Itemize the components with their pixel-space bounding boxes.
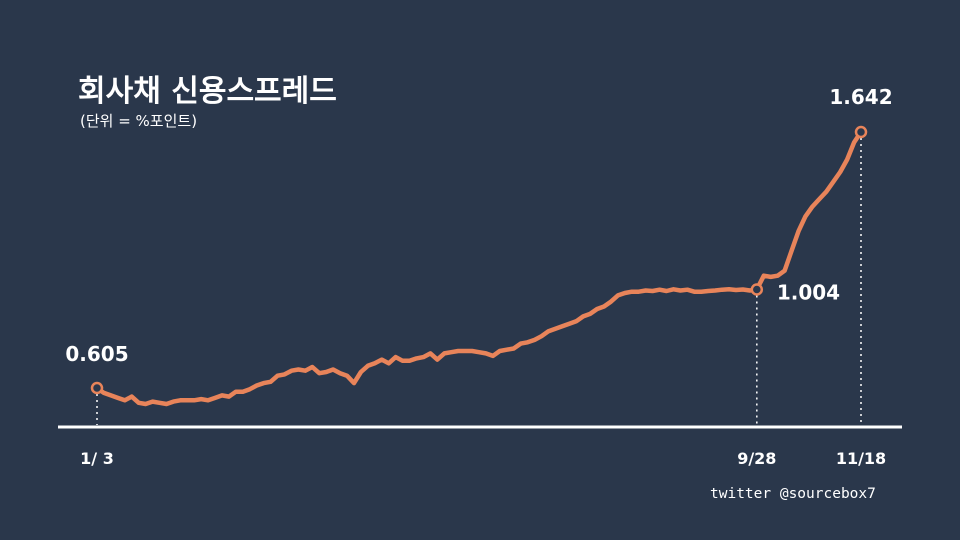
data-point-marker	[90, 381, 104, 395]
x-tick-label: 11/18	[836, 449, 886, 468]
guide-lines	[96, 138, 862, 425]
data-point-marker	[854, 125, 868, 139]
x-tick-label: 1/ 3	[80, 449, 114, 468]
data-label: 0.605	[65, 342, 128, 366]
data-labels: 0.605 1.004 1.642	[65, 85, 892, 366]
x-tick-label: 9/28	[737, 449, 776, 468]
chart-title: 회사채 신용스프레드	[78, 74, 337, 109]
credit-text: twitter @sourcebox7	[710, 486, 876, 502]
data-label: 1.642	[829, 85, 892, 109]
series-line	[94, 129, 864, 407]
data-label: 1.004	[777, 281, 840, 305]
x-tick-labels: 1/ 3 9/28 11/18	[80, 449, 886, 468]
chart-subtitle: (단위 = %포인트)	[80, 112, 198, 130]
point-markers	[90, 125, 868, 395]
data-point-marker	[750, 283, 764, 296]
